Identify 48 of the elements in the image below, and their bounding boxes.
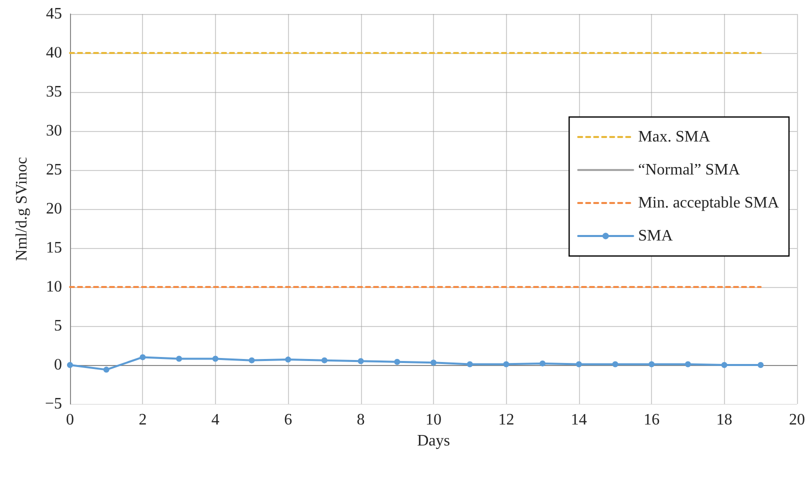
- point: [430, 360, 436, 366]
- point: [248, 357, 255, 364]
- y-tick-label: 0: [54, 356, 62, 374]
- x-tick-label: 8: [356, 412, 365, 428]
- y-tick-label: 35: [46, 84, 62, 100]
- y-axis-title: Nml/d.g SVinoc: [14, 157, 30, 261]
- point: [721, 362, 728, 368]
- x-tick-label: 0: [66, 412, 74, 428]
- x-tick-label: 6: [284, 412, 292, 428]
- x-tick-label: 20: [789, 412, 805, 428]
- point: [103, 366, 110, 373]
- point: [540, 360, 546, 366]
- point: [612, 361, 618, 368]
- y-tick-label: 15: [46, 240, 62, 256]
- point: [140, 354, 146, 360]
- point: [648, 361, 655, 368]
- x-tick-label: 14: [570, 412, 587, 428]
- legend-label: SMA: [638, 228, 674, 244]
- legend-label: Min. acceptable SMA: [638, 194, 780, 212]
- point: [394, 358, 400, 365]
- x-tick-label: 10: [426, 412, 442, 428]
- point: [466, 361, 473, 368]
- x-axis-title: Days: [417, 432, 450, 450]
- x-tick-label: 18: [716, 412, 732, 428]
- point: [285, 356, 292, 363]
- x-tick-label: 12: [498, 412, 514, 428]
- y-tick-label: 40: [46, 44, 62, 62]
- point: [212, 356, 218, 362]
- y-tick-label: 30: [46, 122, 62, 140]
- point: [67, 362, 73, 368]
- x-tick-label: 16: [644, 412, 660, 428]
- y-tick-label: 20: [46, 200, 62, 218]
- y-tick-label: 25: [46, 162, 62, 178]
- legend-label: Max. SMA: [638, 128, 711, 146]
- y-tick-label: 5: [54, 318, 62, 334]
- point: [576, 361, 582, 368]
- y-tick-label: −5: [44, 396, 62, 412]
- point: [321, 357, 328, 364]
- point: [758, 362, 764, 368]
- point: [176, 356, 182, 362]
- y-tick-label: 10: [46, 278, 62, 296]
- point: [684, 361, 691, 368]
- legend-label: “Normal” SMA: [638, 162, 740, 178]
- point: [503, 361, 510, 368]
- x-tick-label: 4: [211, 412, 220, 428]
- x-tick-label: 2: [138, 412, 147, 428]
- point: [358, 358, 364, 364]
- y-tick-label: 45: [46, 6, 62, 22]
